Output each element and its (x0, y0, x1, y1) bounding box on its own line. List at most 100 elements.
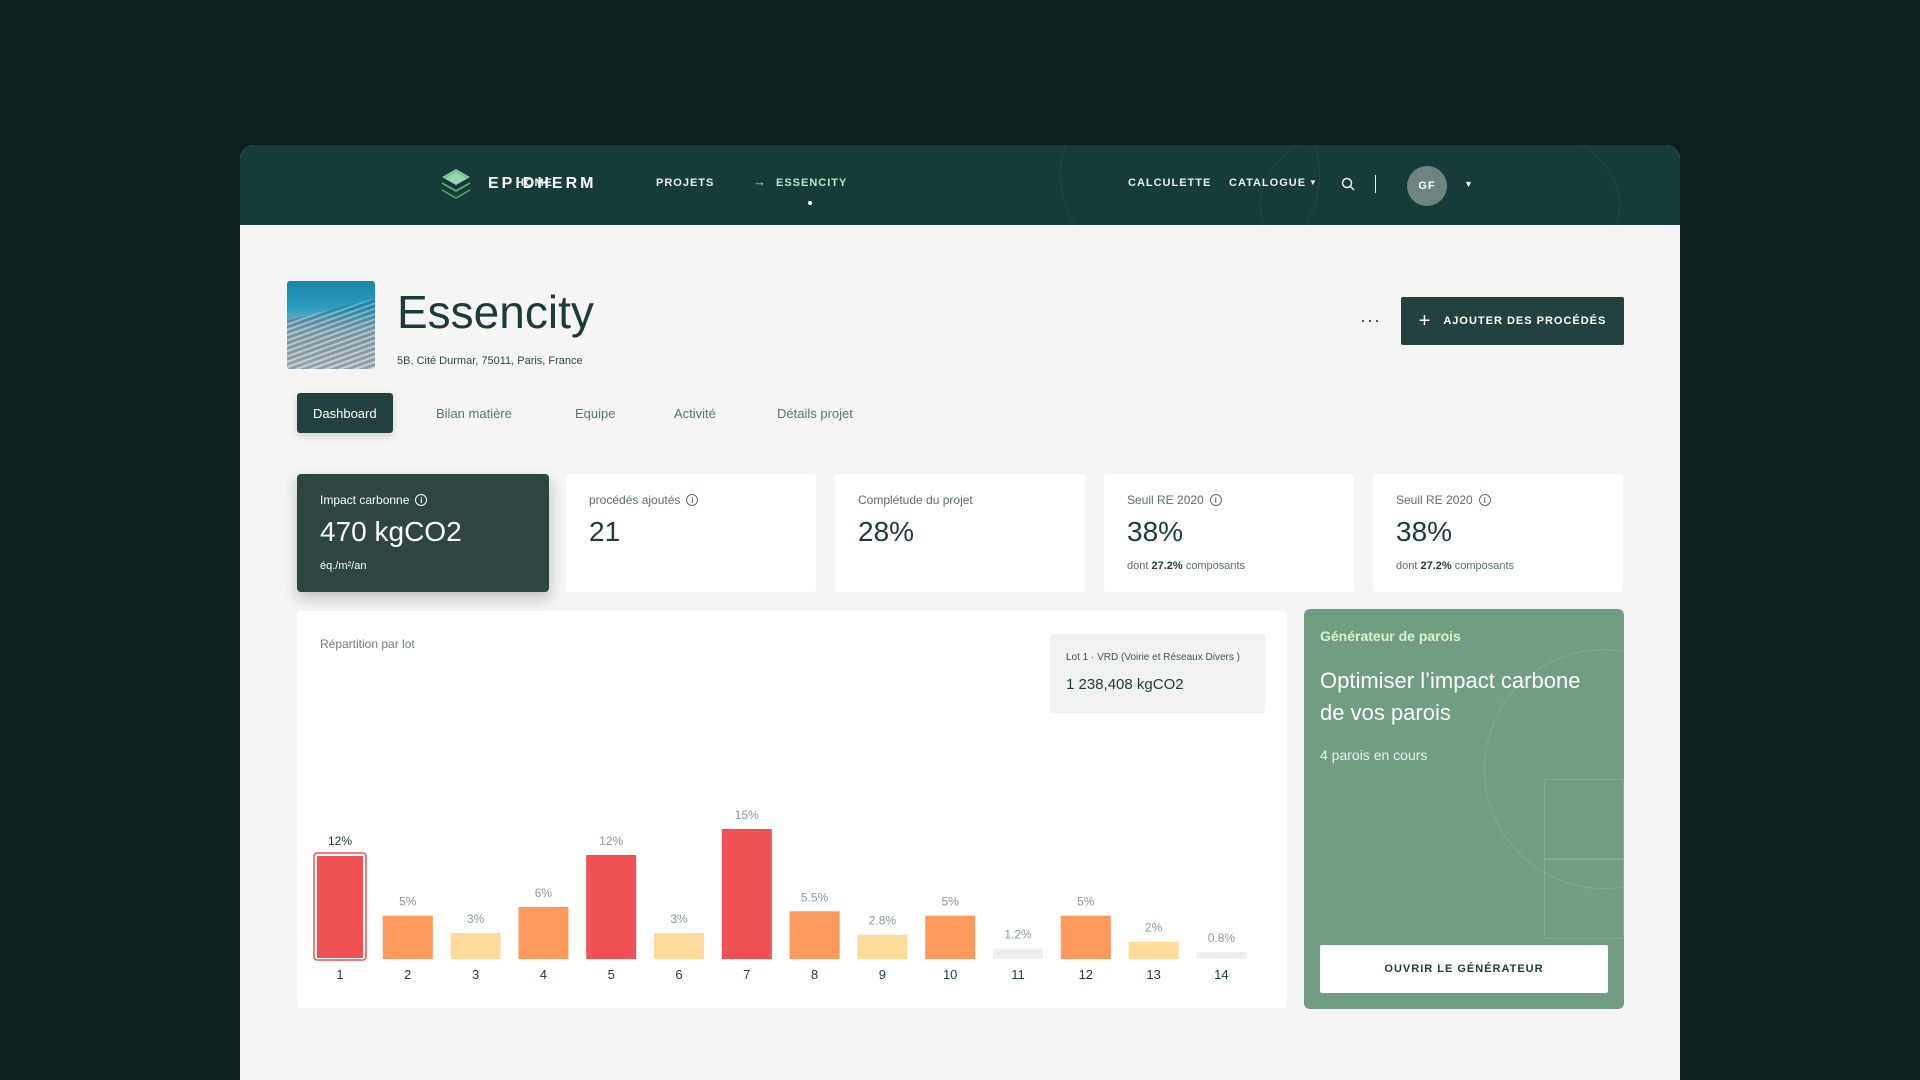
generator-kicker: Générateur de parois (1320, 628, 1461, 644)
info-icon[interactable]: i (1478, 494, 1491, 506)
page-title: Essencity (397, 286, 594, 338)
x-tick-label: 5 (608, 967, 615, 982)
stat-detail-suffix: composants (1185, 560, 1246, 572)
stat-card-completude[interactable]: Complétude du projet 28% (835, 474, 1085, 592)
generator-heading: Optimiser l’impact carbone de vos parois (1320, 668, 1581, 725)
bar-value-label: 1.2% (1004, 928, 1032, 942)
x-tick-label: 2 (404, 967, 411, 982)
chart-bar-14[interactable] (1196, 952, 1247, 959)
chart-bar-1[interactable] (317, 856, 363, 958)
repartition-chart-panel: Répartition par lot Lot 1 · VRD (Voirie … (297, 611, 1287, 1008)
nav-current-project[interactable]: ESSENCITY (776, 177, 848, 189)
nav-divider (1375, 175, 1376, 193)
more-options-icon[interactable]: ··· (1360, 310, 1381, 330)
x-tick-label: 1 (336, 967, 343, 982)
nav-projects[interactable]: PROJETS (656, 177, 715, 189)
chart-bar-4[interactable] (518, 907, 569, 959)
bar-value-label: 12% (599, 834, 623, 848)
tooltip-label: Lot 1 · VRD (Voirie et Réseaux Divers ) (1066, 652, 1240, 663)
chevron-down-icon[interactable]: ▼ (1464, 179, 1473, 189)
stat-card-impact-carbone[interactable]: Impact carbonne i 470 kgCO2 éq./m²/an (297, 474, 549, 592)
stat-label: Seuil RE 2020 i (1396, 493, 1491, 507)
chevron-down-icon: ▼ (1309, 178, 1318, 187)
add-procedes-button[interactable]: + AJOUTER DES PROCÉDÉS (1401, 297, 1624, 345)
stat-detail-value: 27.2% (1420, 560, 1452, 572)
stat-value: 21 (589, 516, 621, 547)
stat-card-seuil-re2020[interactable]: Seuil RE 2020 i 38% dont 27.2% composants (1373, 474, 1623, 592)
stat-unit: éq./m²/an (320, 560, 367, 572)
tab-bilan-matiere[interactable]: Bilan matière (436, 405, 512, 421)
panel-decoration (1544, 779, 1624, 859)
x-tick-label: 11 (1011, 967, 1025, 982)
chart-bar-13[interactable] (1128, 941, 1179, 959)
search-icon[interactable] (1341, 177, 1355, 191)
chart-bar-9[interactable] (857, 934, 908, 959)
generator-count: 4 parois en cours (1320, 747, 1428, 763)
stat-value: 38% (1396, 516, 1453, 547)
stat-detail-prefix: dont (1127, 560, 1149, 572)
stat-card-procedes[interactable]: procédés ajoutés i 21 (566, 474, 816, 592)
info-icon[interactable]: i (1209, 494, 1222, 506)
bar-value-label: 5% (399, 895, 417, 909)
stat-label-text: procédés ajoutés (589, 493, 681, 507)
chart-bar-11[interactable] (993, 948, 1043, 959)
bar-value-label: 5% (942, 895, 960, 909)
stat-label: Impact carbonne i (320, 493, 428, 507)
stat-label-text: Seuil RE 2020 (1396, 493, 1473, 507)
x-tick-label: 8 (811, 967, 818, 982)
stat-detail-suffix: composants (1454, 560, 1515, 572)
tooltip-value: 1 238,408 kgCO2 (1066, 676, 1184, 693)
bar-value-label: 15% (735, 808, 759, 822)
x-tick-label: 7 (743, 967, 750, 982)
stat-label: Complétude du projet (858, 493, 973, 507)
brand-name: EPIDHERM (488, 175, 597, 192)
user-avatar[interactable]: GF (1407, 166, 1447, 206)
chart-bar-3[interactable] (450, 933, 501, 959)
nav-catalogue-label: CATALOGUE (1229, 177, 1307, 189)
bar-value-label: 3% (467, 912, 485, 926)
x-tick-label: 12 (1079, 967, 1093, 982)
nav-home[interactable]: HOME (516, 177, 553, 189)
top-navigation: EPIDHERM HOME PROJETS → ESSENCITY CALCUL… (240, 145, 1680, 225)
stat-label: procédés ajoutés i (589, 493, 699, 507)
add-procedes-label: AJOUTER DES PROCÉDÉS (1443, 315, 1607, 327)
info-icon[interactable]: i (686, 494, 699, 506)
bar-value-label: 5.5% (801, 890, 829, 904)
bar-chart: 12%15%23%36%412%53%615%75.5%82.8%95%101.… (313, 808, 1247, 982)
stat-label-text: Impact carbonne (320, 493, 410, 507)
stat-label-text: Complétude du projet (858, 493, 973, 507)
chart-bar-7[interactable] (721, 829, 772, 959)
nav-calculette[interactable]: CALCULETTE (1128, 177, 1212, 189)
bar-value-label: 5% (1077, 895, 1095, 909)
info-icon[interactable]: i (415, 494, 428, 506)
bar-value-label: 0.8% (1208, 931, 1236, 945)
stat-value: 38% (1127, 516, 1184, 547)
chart-bar-8[interactable] (789, 911, 840, 959)
tab-activite[interactable]: Activité (674, 405, 716, 421)
chart-title: Répartition par lot (320, 637, 415, 651)
stat-card-seuil-re2020[interactable]: Seuil RE 2020 i 38% dont 27.2% composants (1104, 474, 1354, 592)
tab-details-projet[interactable]: Détails projet (777, 405, 853, 421)
stat-detail-prefix: dont (1396, 560, 1418, 572)
chart-bar-10[interactable] (925, 915, 976, 959)
plus-icon: + (1418, 310, 1432, 332)
bar-value-label: 3% (670, 912, 688, 926)
chart-tooltip: Lot 1 · VRD (Voirie et Réseaux Divers ) … (1050, 634, 1265, 713)
stat-detail-value: 27.2% (1151, 560, 1183, 572)
x-tick-label: 3 (472, 967, 479, 982)
tab-dashboard[interactable]: Dashboard (297, 393, 393, 433)
building-facade-image (287, 298, 375, 369)
nav-catalogue[interactable]: CATALOGUE ▼ (1229, 177, 1318, 189)
chart-bar-6[interactable] (654, 933, 704, 959)
x-tick-label: 9 (879, 967, 886, 982)
x-tick-label: 13 (1146, 967, 1160, 982)
active-indicator (808, 201, 812, 205)
brand-logo[interactable]: EPIDHERM (442, 169, 596, 199)
chart-bar-5[interactable] (586, 855, 637, 959)
x-tick-label: 4 (540, 967, 547, 982)
x-tick-label: 10 (943, 967, 957, 982)
open-generator-button[interactable]: OUVRIR LE GÉNÉRATEUR (1320, 945, 1608, 993)
chart-bar-12[interactable] (1060, 915, 1111, 959)
tab-equipe[interactable]: Equipe (575, 405, 616, 421)
chart-bar-2[interactable] (382, 915, 433, 959)
